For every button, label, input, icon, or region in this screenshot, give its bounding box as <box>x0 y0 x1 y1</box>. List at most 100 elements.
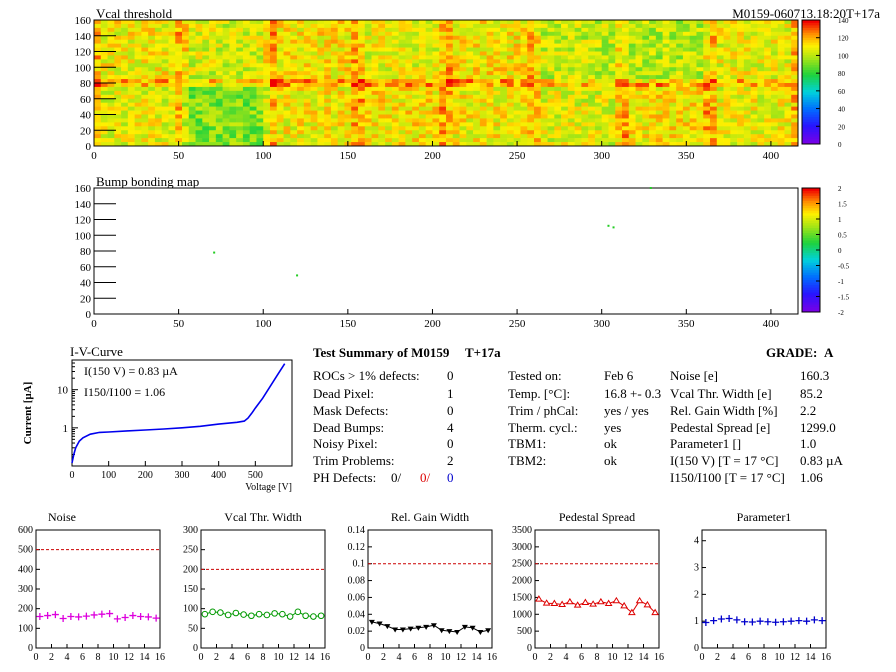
map-cell <box>182 110 190 115</box>
map-cell <box>324 106 332 111</box>
map-cell <box>114 71 122 76</box>
map-cell <box>175 90 183 96</box>
map-cell <box>310 83 318 88</box>
map-cell <box>378 122 386 127</box>
map-cell <box>94 23 102 29</box>
map-cell <box>737 142 745 147</box>
map-cell <box>737 138 745 143</box>
map-cell <box>750 102 758 107</box>
map-cell <box>283 39 291 44</box>
palette-swatch <box>802 59 820 63</box>
map-cell <box>628 63 636 68</box>
map-cell <box>527 23 535 29</box>
map-cell <box>127 31 135 37</box>
map-cell <box>432 27 440 33</box>
map-cell <box>154 23 162 29</box>
map-cell <box>506 59 514 64</box>
data-point <box>201 610 209 618</box>
map-cell <box>479 67 487 72</box>
map-cell <box>175 134 183 139</box>
map-cell <box>493 20 501 25</box>
map-cell <box>317 94 325 100</box>
map-cell <box>547 27 555 33</box>
map-cell <box>297 20 305 25</box>
map-cell <box>676 106 684 111</box>
map-cell <box>608 71 616 76</box>
map-cell <box>628 110 636 115</box>
map-cell <box>777 138 785 143</box>
map-cell <box>513 79 521 84</box>
y-tick-label: 140 <box>75 199 92 211</box>
map-cell <box>107 67 115 72</box>
map-cell <box>446 130 454 135</box>
map-cell <box>330 67 338 72</box>
map-cell <box>310 67 318 72</box>
map-cell <box>182 35 190 40</box>
x-tick-label: 4 <box>65 652 70 663</box>
map-cell <box>283 67 291 72</box>
map-cell <box>500 27 508 33</box>
map-cell <box>486 39 494 44</box>
map-cell <box>168 63 176 68</box>
map-cell <box>114 90 122 96</box>
map-cell <box>358 106 366 111</box>
map-cell <box>134 110 142 115</box>
map-cell <box>669 75 677 80</box>
map-cell <box>479 39 487 44</box>
map-cell <box>561 106 569 111</box>
map-cell <box>540 63 548 68</box>
map-cell <box>324 142 332 147</box>
map-cell <box>540 122 548 127</box>
map-cell <box>750 20 758 25</box>
map-cell <box>391 47 399 52</box>
map-cell <box>188 134 196 139</box>
map-cell <box>324 23 332 29</box>
map-cell <box>520 106 528 111</box>
map-cell <box>601 75 609 80</box>
map-cell <box>486 47 494 52</box>
map-cell <box>682 90 690 96</box>
map-cell <box>141 90 149 96</box>
map-cell <box>94 142 102 147</box>
map-cell <box>344 138 352 143</box>
map-cell <box>107 94 115 100</box>
map-cell <box>256 67 264 72</box>
map-cell <box>757 102 765 107</box>
map-cell <box>358 102 366 107</box>
map-cell <box>330 27 338 33</box>
map-cell <box>344 98 352 103</box>
map-cell <box>689 142 697 147</box>
map-cell <box>209 35 217 40</box>
map-cell <box>655 130 663 135</box>
map-cell <box>412 83 420 88</box>
map-cell <box>161 79 169 84</box>
map-cell <box>100 86 108 92</box>
map-cell <box>330 55 338 60</box>
map-cell <box>500 59 508 64</box>
map-cell <box>175 138 183 143</box>
map-cell <box>628 23 636 29</box>
map-cell <box>506 106 514 111</box>
map-cell <box>622 23 630 29</box>
map-cell <box>581 118 589 123</box>
map-cell <box>412 67 420 72</box>
map-cell <box>493 59 501 64</box>
map-cell <box>479 79 487 84</box>
bump-map-title: Bump bonding map <box>96 174 199 189</box>
map-cell <box>547 59 555 64</box>
map-cell <box>303 126 311 131</box>
map-cell <box>195 86 203 92</box>
map-cell <box>554 35 562 40</box>
map-cell <box>100 55 108 60</box>
map-cell <box>418 94 426 100</box>
map-cell <box>371 31 379 37</box>
map-cell <box>310 55 318 60</box>
map-cell <box>385 102 393 107</box>
map-cell <box>791 51 799 56</box>
map-cell <box>655 134 663 139</box>
map-cell <box>473 94 481 100</box>
map-cell <box>107 51 115 56</box>
map-cell <box>134 75 142 80</box>
map-cell <box>527 90 535 96</box>
map-cell <box>479 31 487 37</box>
